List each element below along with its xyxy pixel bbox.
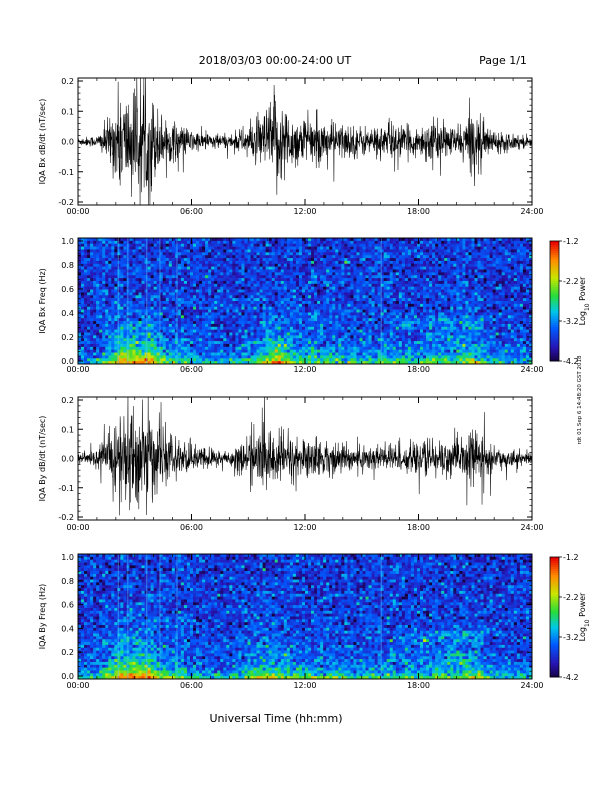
- x-tick-label: 00:00: [66, 681, 89, 690]
- colorbar-tick-label: -4.2: [563, 357, 579, 366]
- side-timestamp: rdt 01 Sep 6 14:48:20 GST 2018: [577, 355, 583, 444]
- bx-spectrogram-panel: 1.0 0.8 0.6 0.4 0.2 0.000:00 06:00 12:00 18:00 24…: [38, 237, 544, 374]
- x-tick-label: 24:00: [520, 365, 543, 374]
- y-tick-label: 0.0: [61, 138, 74, 147]
- y-tick-label: 0.6: [61, 285, 74, 294]
- x-tick-label: 12:00: [293, 207, 316, 216]
- x-tick-label: 18:00: [407, 365, 430, 374]
- x-tick-label: 24:00: [520, 523, 543, 532]
- y-tick-label: 0.2: [61, 333, 74, 342]
- bx-colorbar: -1.2 -2.2 -3.2 -4.2 Log10 Power: [549, 237, 591, 366]
- spectrogram-cells: [78, 554, 533, 680]
- x-tick-label: 12:00: [293, 365, 316, 374]
- dbdt-trace: [78, 397, 532, 516]
- y-tick-label: 0.0: [61, 455, 74, 464]
- x-tick-label: 18:00: [407, 523, 430, 532]
- x-tick-label: 00:00: [66, 207, 89, 216]
- figure-title: 2018/03/03 00:00-24:00 UT: [199, 54, 352, 67]
- x-tick-label: 06:00: [180, 523, 203, 532]
- colorbar-tick-label: -2.2: [563, 593, 579, 602]
- y-axis-label: IQA By Freq (Hz): [38, 584, 47, 650]
- y-tick-label: 0.1: [61, 107, 74, 116]
- x-tick-label: 12:00: [293, 523, 316, 532]
- y-tick-label: 0.8: [61, 261, 74, 270]
- colorbar-tick-label: -1.2: [563, 553, 579, 562]
- y-tick-label: 1.0: [61, 553, 74, 562]
- y-tick-label: 0.2: [61, 77, 74, 86]
- colorbar-label: Log10 Power: [578, 592, 591, 641]
- by-colorbar: -1.2 -2.2 -3.2 -4.2 Log10 Power: [549, 553, 591, 682]
- y-tick-label: 0.4: [61, 624, 74, 633]
- y-tick-label: 0.6: [61, 601, 74, 610]
- y-tick-label: -0.2: [58, 198, 74, 207]
- colorbar-tick-label: -4.2: [563, 673, 579, 682]
- y-tick-label: -0.2: [58, 513, 74, 522]
- colorbar-tick-label: -3.2: [563, 633, 579, 642]
- x-tick-label: 00:00: [66, 365, 89, 374]
- spectrogram-cells: [78, 238, 533, 365]
- x-tick-label: 24:00: [520, 681, 543, 690]
- colorbar-label: Log10 Power: [578, 276, 591, 325]
- y-tick-label: 0.2: [61, 648, 74, 657]
- y-tick-label: 0.0: [61, 672, 74, 681]
- by-spectrogram-panel: 1.0 0.8 0.6 0.4 0.2 0.000:00 06:00 12:00 18:00 24…: [38, 553, 544, 690]
- y-tick-label: 0.4: [61, 309, 74, 318]
- y-tick-label: 0.8: [61, 577, 74, 586]
- colorbar-tick-label: -2.2: [563, 277, 579, 286]
- x-axis-label: Universal Time (hh:mm): [210, 712, 343, 725]
- y-tick-label: 0.1: [61, 425, 74, 434]
- x-tick-label: 06:00: [180, 365, 203, 374]
- x-tick-label: 00:00: [66, 523, 89, 532]
- y-axis-label: IQA By dB/dt (nT/sec): [38, 416, 47, 502]
- y-tick-label: 0.0: [61, 357, 74, 366]
- x-tick-label: 18:00: [407, 207, 430, 216]
- page-indicator: Page 1/1: [479, 54, 527, 67]
- plot-frame: [77, 77, 533, 206]
- x-tick-label: 12:00: [293, 681, 316, 690]
- y-tick-label: 1.0: [61, 237, 74, 246]
- x-tick-label: 06:00: [180, 207, 203, 216]
- colorbar-tick-label: -3.2: [563, 317, 579, 326]
- y-axis-label: IQA Bx Freq (Hz): [38, 268, 47, 334]
- y-tick-label: 0.2: [61, 396, 74, 405]
- by-timeseries-panel: 0.2 0.1 0.0 -0.1 -0.200:00 06:00 12:00 18:00 24:…: [38, 396, 544, 532]
- x-tick-label: 24:00: [520, 207, 543, 216]
- colorbar-tick-label: -1.2: [563, 237, 579, 246]
- y-axis-label: IQA Bx dB/dt (nT/sec): [38, 99, 47, 185]
- y-tick-label: -0.1: [58, 484, 74, 493]
- bx-timeseries-panel: 0.2 0.1 0.0 -0.1 -0.200:00 06:00 12:00 18:00 24:…: [38, 77, 544, 216]
- y-tick-label: -0.1: [58, 168, 74, 177]
- x-tick-label: 06:00: [180, 681, 203, 690]
- x-tick-label: 18:00: [407, 681, 430, 690]
- dbdt-trace: [78, 78, 532, 205]
